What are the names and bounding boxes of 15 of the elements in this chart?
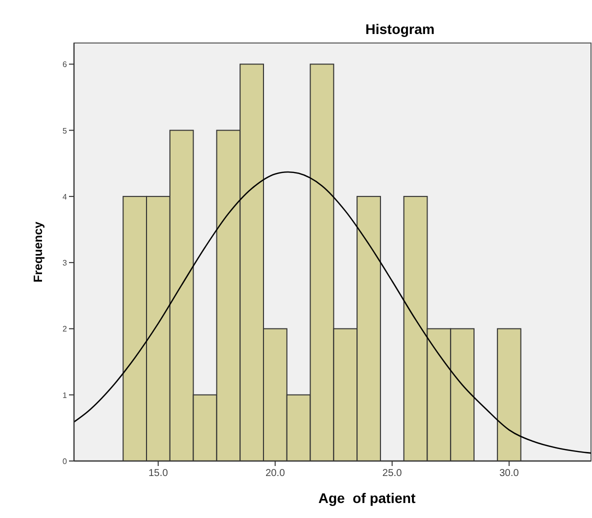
- y-axis-title: Frequency: [31, 221, 45, 282]
- x-tick-label: 25.0: [382, 468, 402, 479]
- y-tick-label: 0: [62, 457, 68, 466]
- x-tick-label: 20.0: [265, 468, 286, 479]
- x-tick-label: 15.0: [148, 468, 168, 479]
- line-series: [74, 171, 591, 454]
- y-tick-label: 6: [62, 60, 68, 70]
- y-tick-label: 5: [62, 126, 68, 136]
- y-tick-label: 1: [62, 390, 68, 400]
- y-tick-label: 3: [62, 258, 68, 268]
- chart-title: Histogram: [365, 21, 435, 37]
- y-tick-label: 2: [62, 324, 68, 334]
- x-tick-label: 30.0: [499, 468, 520, 479]
- y-tick-label: 4: [62, 192, 68, 202]
- x-axis-title: Age of patient: [318, 490, 416, 506]
